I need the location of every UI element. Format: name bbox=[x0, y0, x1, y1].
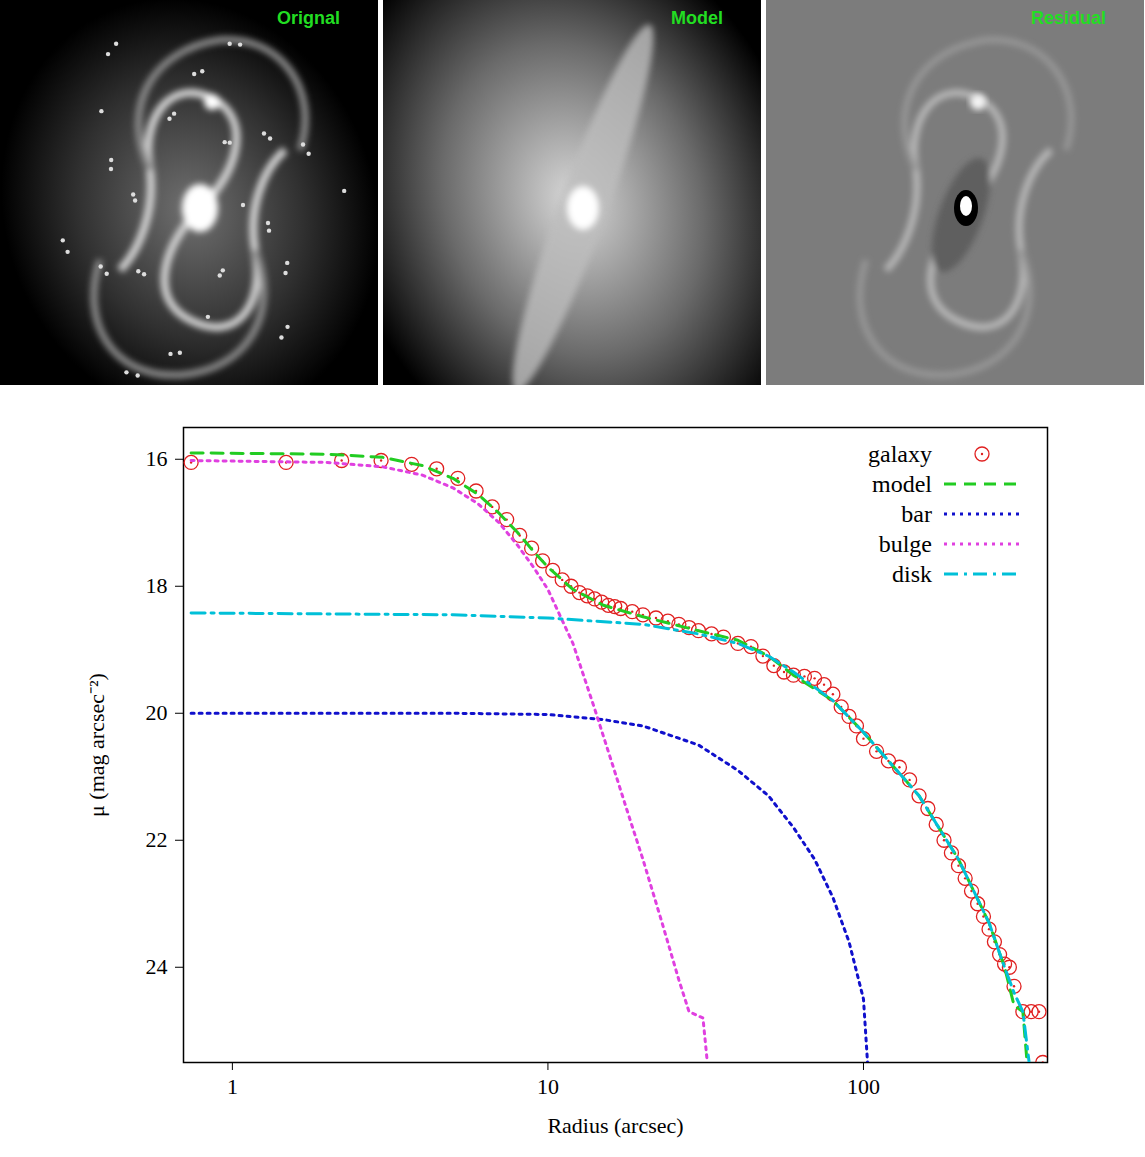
svg-text:Radius (arcsec): Radius (arcsec) bbox=[547, 1113, 683, 1138]
html-text:bar: bar bbox=[901, 500, 932, 527]
svg-text:18: 18 bbox=[146, 573, 168, 598]
svg-text:1: 1 bbox=[227, 1074, 238, 1099]
svg-text:16: 16 bbox=[146, 446, 168, 471]
svg-text:10: 10 bbox=[537, 1074, 559, 1099]
svg-text:100: 100 bbox=[847, 1074, 880, 1099]
svg-text:22: 22 bbox=[146, 827, 168, 852]
html-text:model: model bbox=[872, 470, 932, 497]
svg-text:Model: Model bbox=[671, 8, 723, 28]
svg-text:Residual: Residual bbox=[1031, 8, 1106, 28]
html-text:galaxy: galaxy bbox=[868, 440, 932, 467]
svg-text:μ (mag arcsec⁻²): μ (mag arcsec⁻²) bbox=[84, 673, 109, 817]
svg-text:24: 24 bbox=[146, 954, 168, 979]
svg-text:Orignal: Orignal bbox=[277, 8, 340, 28]
html-text:bulge: bulge bbox=[878, 530, 932, 557]
svg-text:20: 20 bbox=[146, 700, 168, 725]
html-text:disk: disk bbox=[892, 560, 932, 587]
